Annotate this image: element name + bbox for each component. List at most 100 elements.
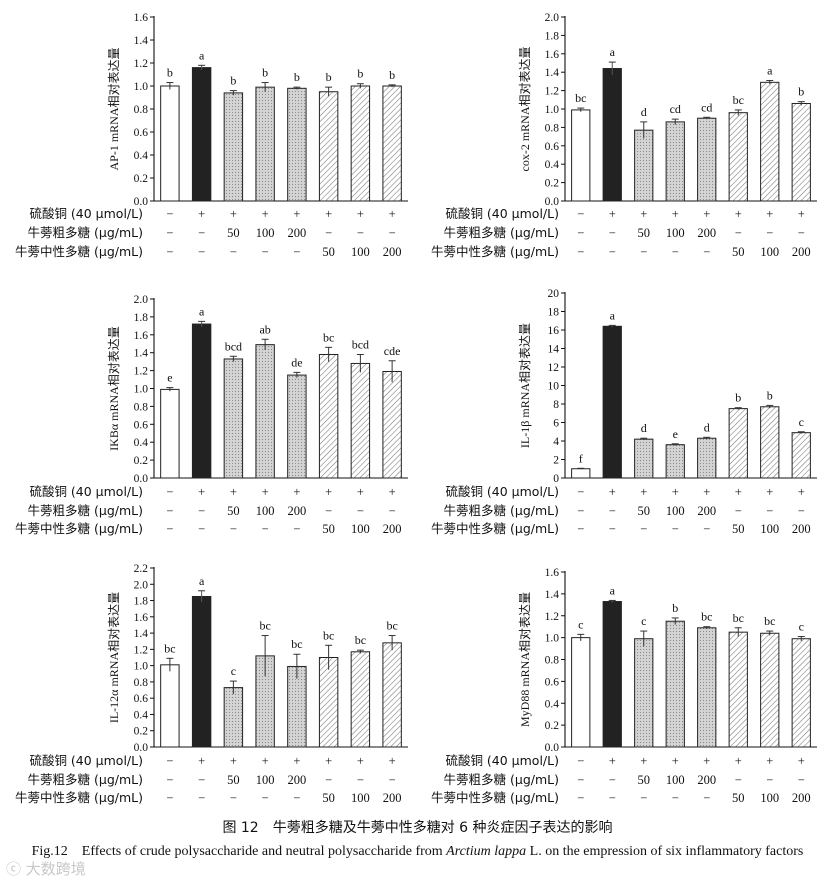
treatment-cell: − <box>262 791 269 805</box>
chart-panel-3: 0.0 0.2 0.4 0.6 0.8 1.0 1.2 1.4 1.6 1.8 2.0 IKBα mR… <box>15 294 408 536</box>
significance-letter: bcd <box>352 337 369 351</box>
bar <box>728 631 748 748</box>
bar <box>571 468 591 479</box>
significance-letter: b <box>326 70 332 84</box>
bar <box>602 68 622 202</box>
y-tick-label: 0.0 <box>134 196 149 208</box>
treatment-cell: 100 <box>666 773 685 787</box>
significance-letter: e <box>673 427 678 441</box>
treatment-cell: − <box>577 207 584 221</box>
treatment-cell: 50 <box>227 504 240 518</box>
treatment-cell: + <box>735 207 742 221</box>
y-tick-label: 2.0 <box>134 579 149 591</box>
significance-letter: a <box>199 48 205 62</box>
treatment-cell: 50 <box>322 245 335 259</box>
treatment-cell: + <box>230 754 237 768</box>
treatment-cell: − <box>577 504 584 518</box>
y-tick-label: 1.2 <box>134 58 149 70</box>
y-axis-title: IL-12α mRNA相对表达量 <box>107 592 121 723</box>
treatment-cell: − <box>703 245 710 259</box>
bar <box>602 325 622 479</box>
bar <box>728 408 748 479</box>
treatment-cell: − <box>198 504 205 518</box>
treatment-cell: − <box>325 773 332 787</box>
treatment-cell: − <box>735 226 742 240</box>
bar <box>318 91 339 202</box>
treatment-cell: − <box>230 522 237 536</box>
treatment-cell: 100 <box>351 522 370 536</box>
y-tick-label: 0.8 <box>545 122 560 134</box>
y-tick-label: 1.4 <box>134 348 149 360</box>
treatment-cell: + <box>293 485 300 499</box>
y-tick-label: 1.4 <box>134 628 149 640</box>
y-tick-label: 4 <box>553 436 559 448</box>
caption-en-italic: Arctium lappa <box>446 844 527 859</box>
treatment-cell: + <box>609 485 616 499</box>
significance-letter: ab <box>259 322 270 336</box>
treatment-cell: 50 <box>638 773 651 787</box>
y-tick-label: 1.6 <box>545 567 560 579</box>
y-tick-label: 1.0 <box>134 661 149 673</box>
bar <box>255 344 275 479</box>
bar <box>791 638 811 748</box>
treatment-cell: + <box>325 485 332 499</box>
treatment-cell: 50 <box>638 226 651 240</box>
bar <box>571 109 591 202</box>
significance-letter: c <box>231 664 236 678</box>
treatment-cell: 200 <box>288 504 307 518</box>
treatment-cell: − <box>357 773 364 787</box>
bar <box>160 388 180 479</box>
treatment-cell: − <box>166 791 173 805</box>
treatment-cell: − <box>577 791 584 805</box>
treatment-cell: + <box>640 207 647 221</box>
y-tick-label: 2.0 <box>134 294 149 306</box>
treatment-cell: 200 <box>383 522 402 536</box>
treatment-cell: − <box>609 773 616 787</box>
treatment-cell: − <box>577 754 584 768</box>
treatment-cell: + <box>198 754 205 768</box>
treatment-cell: + <box>703 754 710 768</box>
y-tick-label: 0 <box>553 473 559 485</box>
y-axis-title: cox-2 mRNA相对表达量 <box>518 47 532 172</box>
significance-letter: bc <box>259 619 270 633</box>
treatment-cell: − <box>640 522 647 536</box>
significance-letter: a <box>199 574 205 588</box>
treatment-cell: − <box>798 504 805 518</box>
y-tick-label: 0.6 <box>545 676 560 688</box>
bar <box>791 102 811 202</box>
y-tick-label: 0.6 <box>134 693 149 705</box>
y-tick-label: 1.4 <box>134 35 149 47</box>
bar <box>350 651 371 748</box>
treatment-cell: − <box>262 522 269 536</box>
treatment-cell: − <box>198 791 205 805</box>
y-tick-label: 0.0 <box>134 742 149 754</box>
treatment-cell: − <box>198 226 205 240</box>
treatment-label: 牛蒡粗多糖 (µg/mL) <box>28 772 143 787</box>
treatment-cell: − <box>798 226 805 240</box>
treatment-cell: + <box>735 485 742 499</box>
treatment-label: 牛蒡粗多糖 (µg/mL) <box>444 225 559 240</box>
treatment-label: 硫酸铜 (40 µmol/L) <box>29 484 143 499</box>
significance-letter: bc <box>575 91 586 105</box>
y-tick-label: 1.2 <box>545 86 560 98</box>
treatment-cell: + <box>640 485 647 499</box>
bar <box>223 687 244 748</box>
significance-letter: bc <box>764 614 775 628</box>
bar <box>160 664 180 748</box>
treatment-cell: 100 <box>666 504 685 518</box>
treatment-cell: − <box>262 245 269 259</box>
bar <box>697 627 717 748</box>
treatment-cell: − <box>166 773 173 787</box>
treatment-cell: + <box>766 754 773 768</box>
y-tick-label: 1.4 <box>545 589 560 601</box>
treatment-cell: − <box>166 754 173 768</box>
bar <box>634 438 654 479</box>
significance-letter: a <box>610 45 616 59</box>
y-tick-label: 12 <box>548 362 560 374</box>
chart-panel-6: 0.0 0.2 0.4 0.6 0.8 1.0 1.2 1.4 1.6 MyD88 mRNA相对表… <box>431 567 817 805</box>
significance-letter: de <box>291 355 302 369</box>
y-tick-label: 0.2 <box>545 720 560 732</box>
bar <box>223 358 244 479</box>
treatment-cell: 50 <box>732 522 745 536</box>
treatment-cell: 200 <box>697 504 716 518</box>
